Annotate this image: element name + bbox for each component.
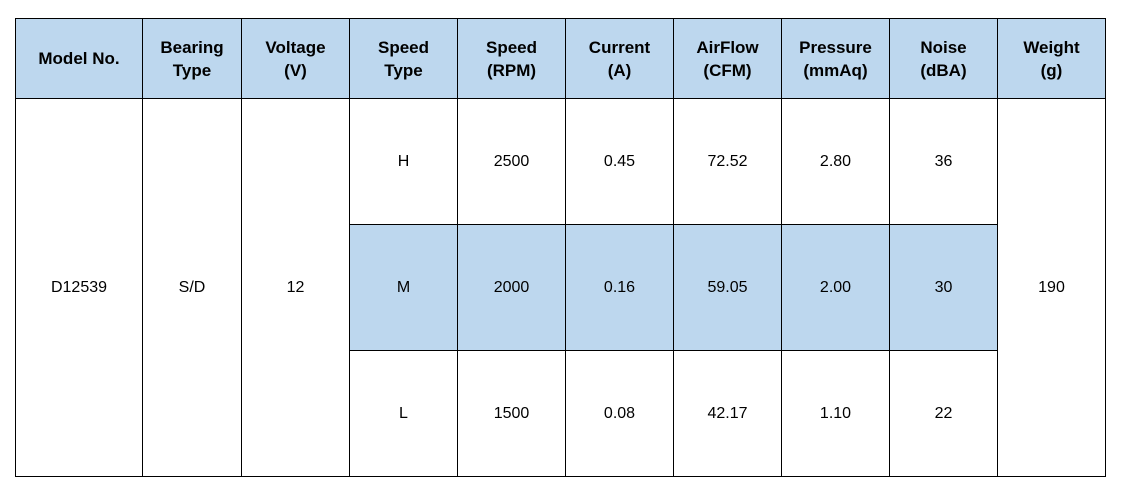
speed-type-cell: H	[349, 98, 458, 225]
header-label: Speed	[377, 37, 430, 57]
header-label: (g)	[1040, 60, 1063, 80]
header-label: (RPM)	[486, 60, 537, 80]
noise-cell: 22	[889, 350, 998, 477]
current-cell: 0.16	[565, 224, 674, 351]
header-model-no: Model No.	[15, 18, 143, 99]
header-speed-rpm: Speed (RPM)	[457, 18, 566, 99]
model-no-cell: D12539	[15, 98, 143, 477]
header-label: (dBA)	[920, 60, 967, 80]
header-label: (mmAq)	[803, 60, 868, 80]
fan-spec-table: Model No. Bearing Type Voltage (V) Speed Ty…	[15, 18, 1106, 477]
header-label: Bearing	[160, 37, 224, 57]
header-speed-type: Speed Type	[349, 18, 458, 99]
weight-cell: 190	[997, 98, 1106, 477]
speed-type-cell: M	[349, 224, 458, 351]
rpm-cell: 2500	[457, 98, 566, 225]
rpm-cell: 2000	[457, 224, 566, 351]
header-label: Weight	[1023, 37, 1080, 57]
rpm-cell: 1500	[457, 350, 566, 477]
header-label: Model No.	[38, 49, 120, 68]
header-label: Noise	[920, 37, 967, 57]
header-airflow: AirFlow (CFM)	[673, 18, 782, 99]
header-bearing-type: Bearing Type	[142, 18, 242, 99]
table-row: D12539 S/D 12 H 2500 0.45 72.52 2.80 36 …	[15, 98, 1106, 477]
header-weight: Weight (g)	[997, 18, 1106, 99]
bearing-type-cell: S/D	[142, 98, 242, 477]
header-label: (A)	[607, 60, 632, 80]
header-voltage: Voltage (V)	[241, 18, 350, 99]
header-label: Speed	[485, 37, 538, 57]
header-label: Type	[172, 60, 212, 80]
header-label: Current	[588, 37, 651, 57]
noise-cell: 36	[889, 98, 998, 225]
header-label: Voltage	[265, 37, 326, 57]
current-cell: 0.08	[565, 350, 674, 477]
pressure-cell: 2.80	[781, 98, 890, 225]
header-current: Current (A)	[565, 18, 674, 99]
header-label: Pressure	[799, 37, 872, 57]
table-row-highlighted: M 2000 0.16 59.05 2.00 30	[16, 224, 1106, 351]
speed-type-cell: L	[349, 350, 458, 477]
header-row: Model No. Bearing Type Voltage (V) Speed Ty…	[15, 18, 1106, 99]
pressure-cell: 2.00	[781, 224, 890, 351]
pressure-cell: 1.10	[781, 350, 890, 477]
current-cell: 0.45	[565, 98, 674, 225]
header-pressure: Pressure (mmAq)	[781, 18, 890, 99]
header-noise: Noise (dBA)	[889, 18, 998, 99]
header-label: (V)	[284, 60, 307, 80]
header-label: AirFlow	[696, 37, 759, 57]
airflow-cell: 72.52	[673, 98, 782, 225]
airflow-cell: 59.05	[673, 224, 782, 351]
header-label: (CFM)	[703, 60, 752, 80]
voltage-cell: 12	[241, 98, 350, 477]
header-label: Type	[384, 60, 423, 80]
table-row: L 1500 0.08 42.17 1.10 22	[16, 350, 1106, 477]
airflow-cell: 42.17	[673, 350, 782, 477]
noise-cell: 30	[889, 224, 998, 351]
